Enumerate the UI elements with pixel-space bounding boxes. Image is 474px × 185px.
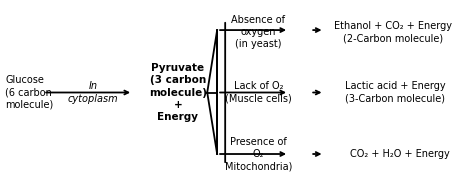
Text: Pyruvate
(3 carbon
molecule)
+
Energy: Pyruvate (3 carbon molecule) + Energy: [149, 63, 207, 122]
Text: Glucose
(6 carbon
molecule): Glucose (6 carbon molecule): [5, 75, 54, 110]
Text: Ethanol + CO₂ + Energy
(2-Carbon molecule): Ethanol + CO₂ + Energy (2-Carbon molecul…: [334, 21, 452, 43]
Text: Absence of
oxygen
(in yeast): Absence of oxygen (in yeast): [231, 14, 285, 49]
Text: In
cytoplasm: In cytoplasm: [67, 81, 118, 104]
Text: CO₂ + H₂O + Energy: CO₂ + H₂O + Energy: [350, 149, 450, 159]
Text: Lack of O₂
(Muscle cells): Lack of O₂ (Muscle cells): [225, 81, 292, 104]
Text: Lactic acid + Energy
(3-Carbon molecule): Lactic acid + Energy (3-Carbon molecule): [345, 81, 446, 104]
Text: Presence of
O₂
Mitochondria): Presence of O₂ Mitochondria): [225, 137, 292, 171]
